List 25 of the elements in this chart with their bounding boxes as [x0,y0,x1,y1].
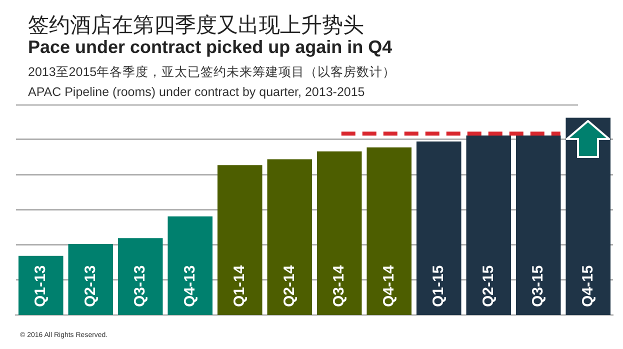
bar [466,136,512,315]
bar [68,244,114,315]
chart-subtitle: 2013至2015年各季度，亚太已签约未来筹建项目（以客房数计） APAC Pipeline (rooms) under contract by quarter, 2013-2015 [28,64,396,101]
bar [18,256,64,315]
bar [366,147,412,315]
x-tick-label: Q3-13 [132,265,149,307]
x-tick-label: Q2-13 [82,265,99,307]
x-tick-label: Q2-14 [280,264,298,307]
bar [118,238,163,315]
x-tick-label: Q3-15 [530,265,547,307]
bar [267,159,312,315]
x-tick-label: Q4-14 [380,264,398,307]
bar [217,165,262,315]
bar [316,151,362,315]
x-tick-label: Q1-15 [430,265,448,307]
bar [516,136,561,315]
chart-title: 签约酒店在第四季度又出现上升势头 Pace under contract picked up again in Q4 [28,13,392,58]
x-tick-label: Q1-13 [32,265,50,307]
x-tick-label: Q3-14 [330,264,348,307]
x-tick-label: Q2-15 [480,265,497,307]
x-tick-label: Q4-13 [181,265,198,307]
bar [416,141,462,315]
x-tick-label: Q1-14 [231,264,248,307]
bar [168,216,213,315]
x-tick-label: Q4-15 [579,265,596,307]
